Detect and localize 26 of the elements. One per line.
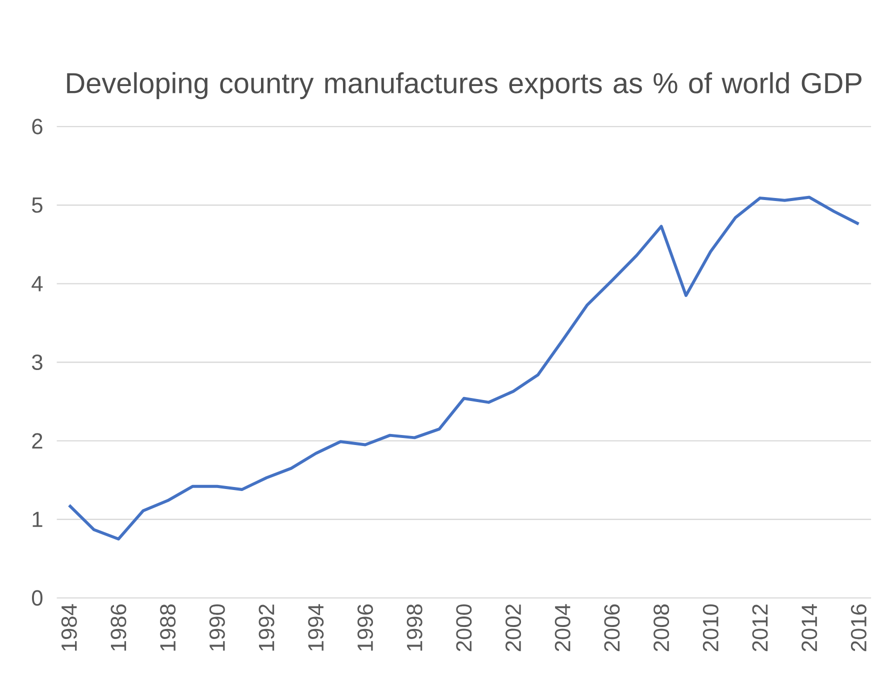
y-tick-label: 0	[32, 590, 42, 606]
x-tick-label: 2004	[554, 604, 570, 652]
x-tick-label: 1992	[258, 604, 274, 651]
x-tick-label: 2000	[456, 604, 472, 652]
x-tick-label: 2014	[802, 604, 818, 652]
x-tick-label: 1994	[308, 604, 324, 651]
x-tick-label: 2016	[850, 604, 866, 652]
line-series	[68, 196, 860, 541]
x-tick-label: 2012	[752, 604, 768, 652]
x-tick-label: 1988	[160, 604, 176, 651]
y-tick-label: 1	[32, 512, 42, 528]
x-tick-label: 2006	[604, 604, 620, 652]
y-tick-label: 5	[32, 198, 42, 213]
x-tick-label: 1996	[357, 604, 373, 651]
x-tick-label: 2002	[506, 604, 522, 652]
chart-title: Developing country manufactures exports as % of world GDP	[67, 72, 862, 100]
y-tick-label: 6	[32, 118, 42, 134]
x-tick-label: 2010	[702, 604, 718, 652]
y-tick-label: 3	[32, 354, 42, 370]
x-tick-label: 1984	[61, 604, 77, 651]
x-tick-label: 1998	[406, 604, 422, 651]
x-tick-label: 1986	[110, 604, 126, 651]
x-tick-label: 2008	[654, 604, 670, 652]
x-tick-label: 1990	[209, 604, 225, 651]
y-tick-label: 2	[32, 433, 42, 449]
y-tick-label: 4	[32, 276, 43, 292]
